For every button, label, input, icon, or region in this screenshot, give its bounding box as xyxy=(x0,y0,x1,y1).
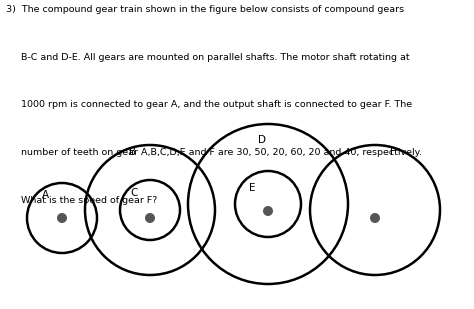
Text: What is the speed of gear F?: What is the speed of gear F? xyxy=(6,196,157,205)
Circle shape xyxy=(145,213,155,223)
Text: F: F xyxy=(390,147,396,157)
Circle shape xyxy=(57,213,67,223)
Circle shape xyxy=(263,206,273,216)
Text: C: C xyxy=(130,188,137,198)
Text: D: D xyxy=(258,135,266,145)
Text: A: A xyxy=(41,190,48,200)
Text: 1000 rpm is connected to gear A, and the output shaft is connected to gear F. Th: 1000 rpm is connected to gear A, and the… xyxy=(6,100,412,109)
Text: number of teeth on gear A,B,C,D,E and F are 30, 50, 20, 60, 20 and 40, respectiv: number of teeth on gear A,B,C,D,E and F … xyxy=(6,148,421,157)
Text: B: B xyxy=(129,147,137,157)
Text: B-C and D-E. All gears are mounted on parallel shafts. The motor shaft rotating : B-C and D-E. All gears are mounted on pa… xyxy=(6,53,410,61)
Circle shape xyxy=(370,213,380,223)
Text: E: E xyxy=(249,183,255,193)
Text: 3)  The compound gear train shown in the figure below consists of compound gears: 3) The compound gear train shown in the … xyxy=(6,5,404,14)
